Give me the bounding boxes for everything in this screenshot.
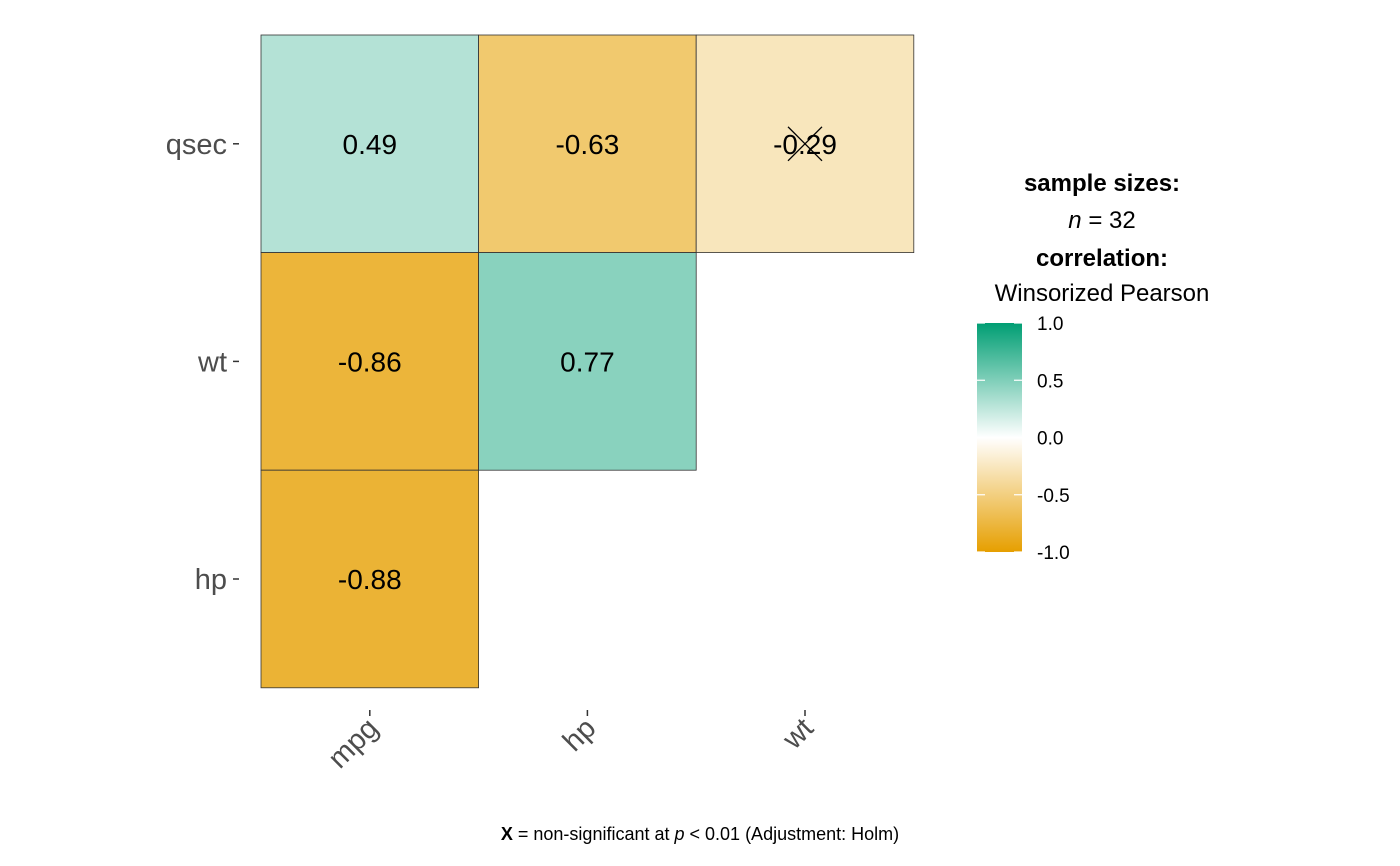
legend-n-symbol: n	[1068, 207, 1082, 234]
x-tick-label-wt: wt	[776, 712, 820, 756]
colorbar-tick-label-0: 1.0	[1037, 314, 1063, 335]
legend-sample-size-value: n = 32	[900, 207, 1304, 235]
x-tick-label-hp: hp	[557, 712, 602, 757]
caption-p-symbol: p	[674, 824, 685, 844]
y-axis: qsec wt hp	[166, 129, 239, 596]
caption-mark: X	[500, 824, 513, 844]
colorbar-tick-label-4: -1.0	[1037, 543, 1070, 564]
cell-label-mpg-wt: -0.86	[338, 346, 402, 377]
x-tick-label-mpg: mpg	[322, 712, 385, 775]
colorbar-tick-label-2: 0.0	[1037, 429, 1063, 450]
y-tick-label-hp: hp	[195, 564, 227, 596]
legend-correlation-title: correlation:	[1035, 245, 1169, 272]
cell-hp-qsec	[478, 34, 697, 254]
legend-colorbar: 1.0 0.5 0.0 -0.5 -1.0	[977, 314, 1070, 564]
cell-mpg-qsec	[260, 34, 480, 254]
cell-label-hp-wt: 0.77	[560, 346, 615, 377]
y-tick-label-wt: wt	[197, 346, 227, 378]
y-tick-label-qsec: qsec	[166, 129, 227, 161]
heatmap-cells: 0.49-0.63-0.29-0.860.77-0.88	[260, 34, 915, 689]
cell-label-mpg-hp: -0.88	[338, 564, 402, 595]
legend-sample-sizes-title: sample sizes:	[1023, 170, 1181, 197]
cell-hp-wt	[478, 252, 697, 471]
legend-correlation-method: Winsorized Pearson	[994, 280, 1210, 307]
colorbar-tick-label-3: -0.5	[1037, 486, 1070, 507]
colorbar-tick-label-1: 0.5	[1037, 371, 1063, 392]
plot-caption: X = non-significant at p < 0.01 (Adjustm…	[0, 824, 1400, 845]
caption-text-1: = non-significant at	[512, 824, 675, 844]
caption-text-2: < 0.01 (Adjustment: Holm)	[684, 824, 900, 844]
cell-label-hp-qsec: -0.63	[555, 129, 619, 160]
nonsig-cross-b-wt-qsec	[787, 126, 823, 162]
x-axis: mpg hp wt	[322, 710, 820, 775]
cell-label-mpg-qsec: 0.49	[343, 129, 398, 160]
legend-n-equals: = 32	[1081, 207, 1136, 234]
cell-mpg-wt	[260, 252, 480, 471]
cell-mpg-hp	[260, 469, 480, 689]
